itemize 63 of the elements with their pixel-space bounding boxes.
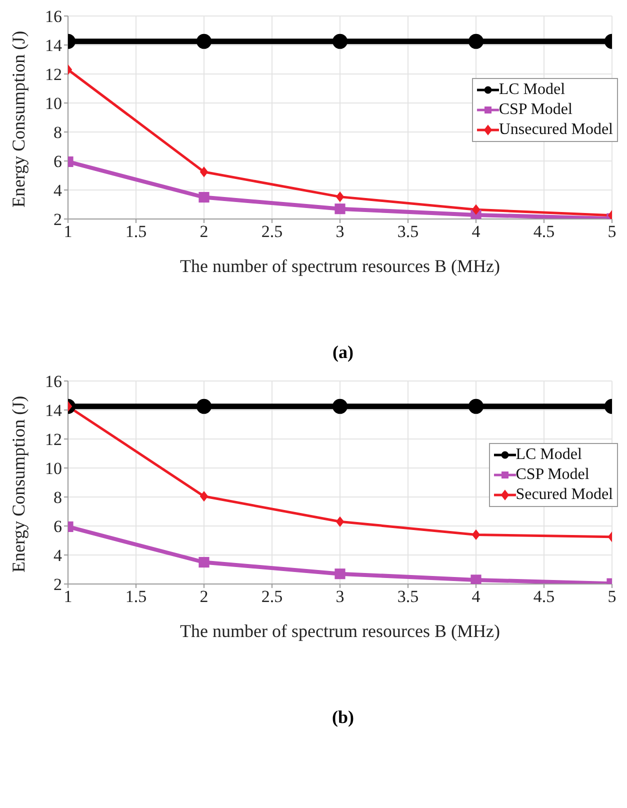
text: (a) [332, 342, 354, 363]
y-tick-label: 12 [45, 65, 62, 84]
legend-label: Unsecured Model [498, 120, 613, 140]
y-tick-label: 14 [45, 401, 62, 420]
y-tick-label: 14 [45, 36, 62, 56]
x-tick-label: 4.5 [533, 587, 555, 606]
y-tick-label: 4 [54, 546, 62, 566]
y-tick-label: 16 [45, 7, 62, 26]
x-tick-label: 5 [608, 587, 616, 606]
y-axis-title: Energy Consumption (J) [8, 396, 28, 572]
y-tick-label: 16 [45, 372, 62, 392]
point [200, 166, 208, 177]
x-tick-label: 5 [608, 222, 616, 242]
x-tick-label: 1.5 [125, 222, 147, 242]
point [472, 530, 480, 540]
point [334, 568, 346, 580]
y-tick-label: 10 [45, 94, 62, 114]
legend-label: LC Model [498, 80, 566, 100]
point [334, 204, 346, 214]
y-tick-label: 6 [54, 152, 62, 172]
y-tick-label: 2 [54, 575, 62, 594]
y-tick-label: 2 [54, 210, 62, 230]
x-tick-label: 1.5 [125, 587, 147, 606]
x-tick-label: 3.5 [397, 587, 419, 606]
point [472, 204, 480, 215]
point [332, 398, 348, 414]
point [196, 34, 212, 49]
x-tick-label: 4.5 [533, 222, 555, 242]
legend-label: CSP Model [516, 465, 590, 485]
point [198, 192, 210, 203]
x-tick-label: 3 [336, 587, 344, 606]
x-tick-label: 2.5 [261, 587, 283, 606]
y-tick-label: 10 [45, 459, 62, 478]
legend-label: CSP Model [498, 100, 572, 120]
y-tick-label: 4 [54, 181, 62, 200]
point [332, 34, 348, 49]
point [336, 516, 344, 527]
x-tick-label: 1 [64, 222, 72, 242]
text: (b) [331, 707, 355, 728]
x-tick-label: 1 [64, 587, 72, 606]
x-axis-title: The number of spectrum resources B (MHz) [180, 256, 500, 276]
x-tick-label: 2 [200, 222, 208, 242]
legend-label: LC Model [516, 445, 582, 465]
point [468, 398, 484, 414]
x-tick-label: 4 [472, 587, 481, 606]
point [196, 398, 212, 414]
x-tick-label: 3 [336, 222, 344, 242]
y-axis-title: Energy Consumption (J) [8, 30, 28, 208]
x-tick-label: 2.5 [261, 222, 283, 242]
y-tick-label: 6 [54, 517, 62, 536]
y-tick-label: 8 [54, 123, 62, 142]
point [200, 491, 208, 502]
x-tick-label: 4 [472, 222, 481, 242]
point [468, 34, 484, 49]
y-tick-label: 12 [45, 430, 62, 450]
x-tick-label: 3.5 [397, 222, 419, 242]
point [336, 192, 344, 202]
point [198, 556, 210, 568]
y-tick-label: 8 [54, 488, 62, 508]
x-tick-label: 2 [200, 587, 208, 606]
legend-label: Secured Model [516, 485, 613, 505]
x-axis-title: The number of spectrum resources B (MHz) [180, 621, 500, 641]
point [470, 574, 482, 584]
